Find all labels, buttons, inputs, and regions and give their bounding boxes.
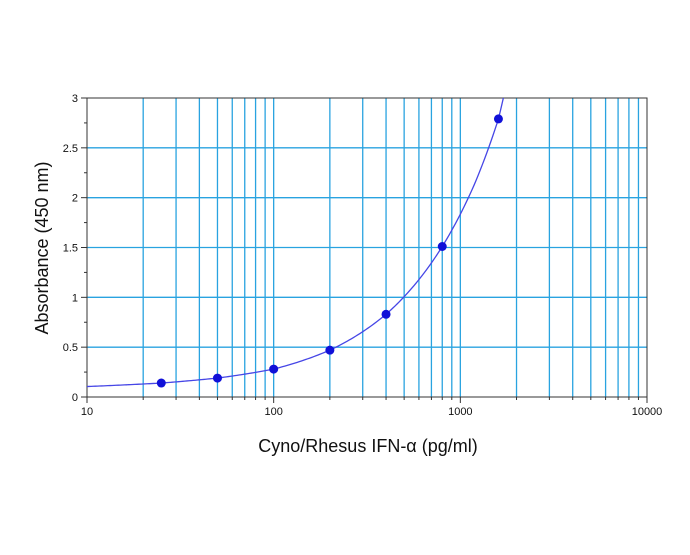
data-point: [156, 378, 166, 388]
x-axis-title: Cyno/Rhesus IFN-α (pg/ml): [258, 436, 477, 456]
y-tick-label: 1.5: [63, 243, 78, 255]
data-point: [269, 364, 279, 374]
y-axis-title: Absorbance (450 nm): [32, 161, 52, 334]
data-point: [212, 373, 222, 383]
x-tick-label: 10000: [632, 406, 663, 418]
data-point: [325, 345, 335, 355]
fit-curve-layer: [86, 97, 504, 388]
x-tick-label: 100: [264, 406, 282, 418]
x-tick-label: 1000: [448, 406, 472, 418]
data-point: [381, 309, 391, 319]
data-points: [156, 114, 503, 388]
y-tick-label: 0.5: [63, 342, 78, 354]
y-tick-label: 2.5: [63, 143, 78, 155]
data-point: [493, 114, 503, 124]
fit-curve: [86, 97, 504, 388]
gridlines: [87, 98, 647, 397]
axes: 10 100 1000 10000 0 0.5 1 1.5 2 2.5 3: [63, 93, 663, 418]
y-tick-label: 1: [72, 292, 78, 304]
data-point: [437, 242, 447, 252]
x-tick-label: 10: [81, 406, 93, 418]
y-tick-label: 0: [72, 392, 78, 404]
y-tick-label: 2: [72, 193, 78, 205]
y-tick-label: 3: [72, 93, 78, 105]
